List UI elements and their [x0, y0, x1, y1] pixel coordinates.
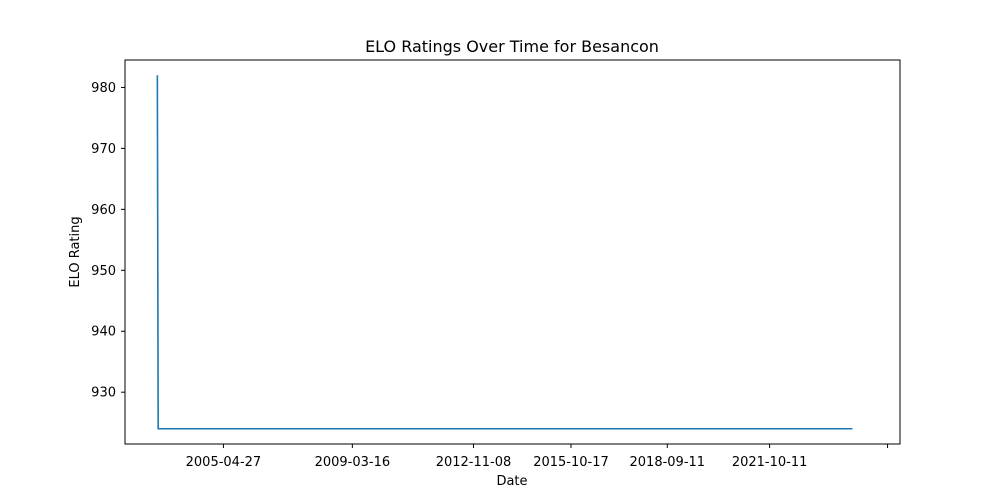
y-axis-label: ELO Rating: [68, 216, 83, 287]
x-axis-label: Date: [496, 474, 527, 489]
y-axis: 930 940 950 960 970 980: [91, 81, 125, 401]
y-tick-label: 950: [91, 264, 116, 279]
x-tick-label: 2009-03-16: [315, 455, 391, 470]
y-tick-label: 960: [91, 203, 116, 218]
x-tick-label: 2005-04-27: [186, 455, 262, 470]
plot-frame: [124, 59, 901, 445]
x-tick-label: 2015-10-17: [533, 455, 609, 470]
y-tick-label: 980: [91, 81, 116, 96]
series-line-0: [156, 75, 853, 430]
x-tick-label: 2021-10-11: [732, 455, 808, 470]
x-tick-label: 2018-09-11: [630, 455, 706, 470]
y-tick-label: 940: [91, 325, 116, 340]
x-axis: 2005-04-27 2009-03-16 2012-11-08 2015-10-17…: [186, 444, 889, 470]
plot-area: 2005-04-27 2009-03-16 2012-11-08 2015-10-17…: [91, 59, 901, 470]
x-tick-label: 2012-11-08: [436, 455, 512, 470]
chart-title: ELO Ratings Over Time for Besancon: [365, 37, 659, 56]
series-layer: [156, 75, 853, 430]
y-tick-label: 930: [91, 386, 116, 401]
y-tick-label: 970: [91, 142, 116, 157]
